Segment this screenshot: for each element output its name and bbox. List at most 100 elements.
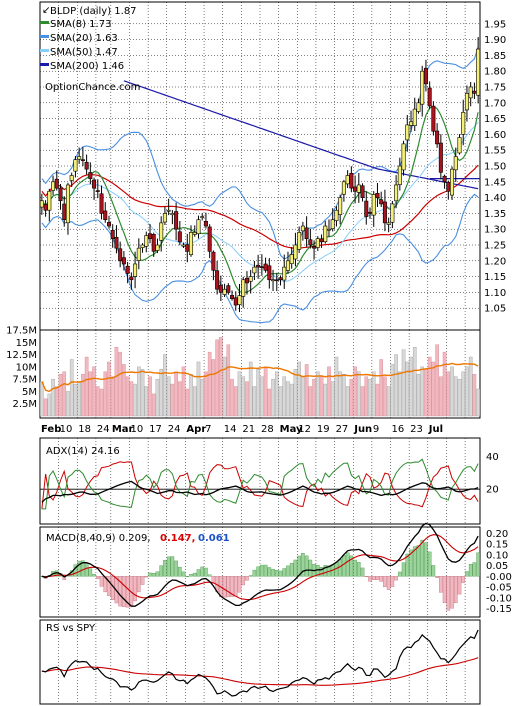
candle xyxy=(140,244,145,248)
volume-y-tick-label: 12.5M xyxy=(6,350,37,361)
di-minus-line xyxy=(41,461,479,509)
volume-bar xyxy=(412,347,417,417)
macd-histogram-bar xyxy=(137,576,141,593)
adx-line xyxy=(41,480,479,503)
x-tick-label: 27 xyxy=(336,424,349,435)
macd-signal-line xyxy=(41,534,479,601)
macd-histogram-bar xyxy=(416,545,421,577)
candle xyxy=(326,228,331,231)
volume-bar xyxy=(47,393,52,417)
price-y-tick-label: 1.50 xyxy=(484,162,506,173)
volume-bar xyxy=(405,361,410,417)
macd-histogram-bar xyxy=(196,569,201,577)
candle xyxy=(416,102,421,112)
x-tick-label: 12 xyxy=(298,424,311,435)
volume-bar xyxy=(439,376,443,417)
candle xyxy=(62,203,67,221)
macd-histogram-bar xyxy=(144,576,149,578)
macd-histogram-bar xyxy=(166,556,171,577)
candle xyxy=(427,87,432,107)
candle xyxy=(99,193,104,214)
macd-histogram-bar xyxy=(245,576,249,581)
legend-entry: SMA(20) 1.63 xyxy=(50,33,118,44)
volume-bar xyxy=(88,371,93,417)
candle xyxy=(285,260,290,271)
volume-bar xyxy=(155,378,160,417)
volume-bar xyxy=(297,361,301,417)
macd-histogram-bar xyxy=(140,576,145,585)
macd-histogram-bar xyxy=(304,555,309,577)
candle xyxy=(65,184,70,224)
macd-histogram-bar xyxy=(230,576,234,597)
candle xyxy=(181,244,186,247)
macd-histogram-bar xyxy=(103,576,108,593)
x-tick-label: 23 xyxy=(410,424,423,435)
macd-histogram-bar xyxy=(88,568,93,577)
adx-y-tick-label: 20 xyxy=(486,485,499,496)
volume-bar xyxy=(118,351,122,417)
candle xyxy=(282,266,287,281)
legend-swatch xyxy=(40,21,49,24)
volume-bar xyxy=(289,383,294,417)
volume-bar xyxy=(338,371,342,417)
candle xyxy=(92,179,97,189)
volume-bar xyxy=(379,359,383,417)
volume-bar xyxy=(323,383,328,417)
volume-bar xyxy=(77,381,81,417)
macd-histogram-bar xyxy=(420,539,425,577)
candle xyxy=(315,238,320,248)
price-y-tick-label: 1.25 xyxy=(484,241,506,252)
volume-bar xyxy=(248,361,253,417)
macd-histogram-bar xyxy=(375,576,380,580)
candle xyxy=(189,232,194,255)
macd-y-tick-label: 0.20 xyxy=(486,529,508,540)
rs-line xyxy=(41,629,479,697)
volume-bar xyxy=(81,374,85,417)
x-tick-label: May xyxy=(280,424,303,435)
candle xyxy=(438,142,443,173)
macd-histogram-bar xyxy=(342,554,346,577)
candle xyxy=(394,184,399,202)
volume-bar xyxy=(114,347,119,417)
candle xyxy=(278,277,283,281)
volume-bars xyxy=(40,337,480,417)
volume-bar xyxy=(282,376,287,417)
volume-bar xyxy=(92,366,96,417)
candle xyxy=(293,244,298,260)
volume-bar xyxy=(178,381,182,417)
candle xyxy=(241,279,246,297)
candle xyxy=(364,200,369,217)
candle xyxy=(420,70,425,105)
macd-histogram-bar xyxy=(345,552,350,577)
candle xyxy=(457,137,462,154)
candle xyxy=(129,276,134,281)
macd-histogram-bar xyxy=(170,556,175,577)
macd-histogram-bar xyxy=(427,551,432,577)
volume-bar xyxy=(375,383,380,417)
volume-bar xyxy=(66,391,70,417)
legend-swatch xyxy=(40,35,49,38)
macd-histogram-bar xyxy=(409,549,413,577)
candle xyxy=(144,235,149,247)
grid-lines xyxy=(39,2,466,704)
macd-histogram-bar xyxy=(200,566,205,577)
candle xyxy=(230,295,235,300)
volume-bar xyxy=(222,356,227,417)
macd-histogram-bar xyxy=(278,570,283,577)
volume-bar xyxy=(383,376,387,417)
candle xyxy=(203,220,208,227)
candle xyxy=(47,190,52,211)
macd-y-tick-label: 0.15 xyxy=(486,540,508,551)
price-y-tick-label: 1.05 xyxy=(484,304,506,315)
candle xyxy=(379,199,384,205)
price-y-tick-label: 1.70 xyxy=(484,98,506,109)
volume-bar xyxy=(192,386,197,417)
volume-bar xyxy=(409,356,413,417)
price-y-tick-label: 1.15 xyxy=(484,272,506,283)
volume-bar xyxy=(278,386,283,417)
volume-bar xyxy=(301,376,305,417)
volume-bar xyxy=(163,354,167,417)
candle xyxy=(256,264,261,268)
macd-histogram-bar xyxy=(252,569,257,577)
